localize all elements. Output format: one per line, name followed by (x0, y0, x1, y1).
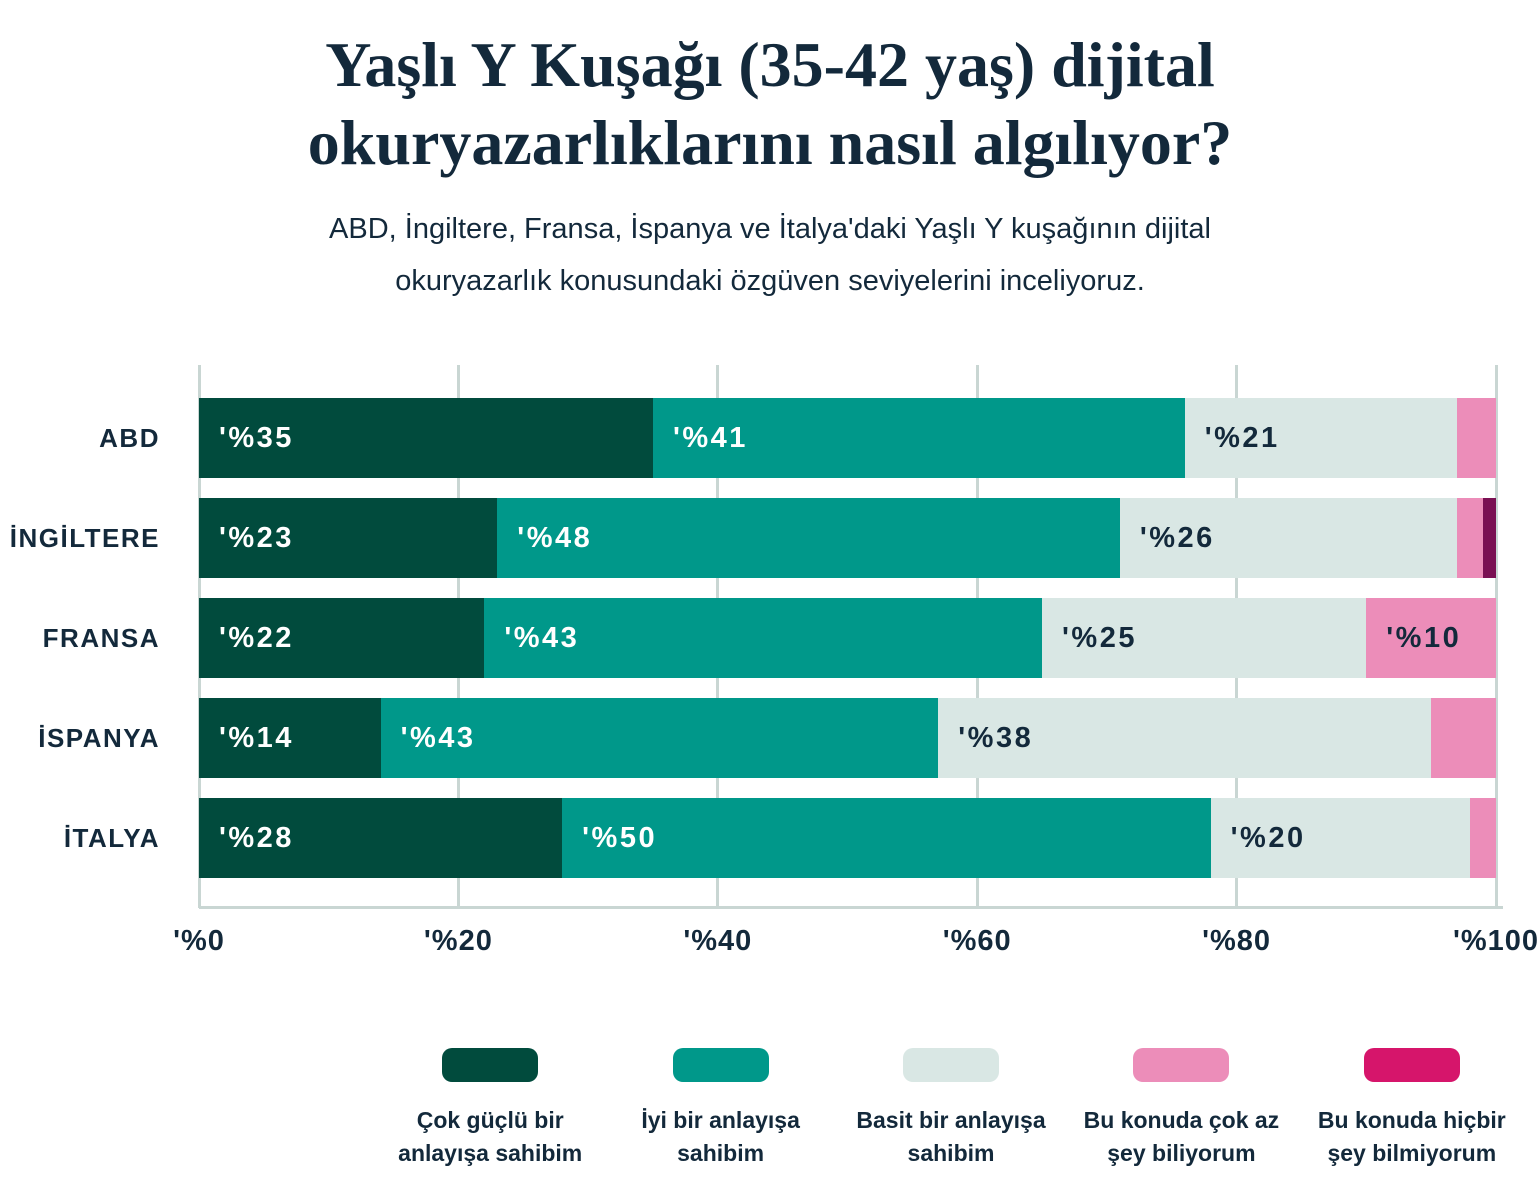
bar-value-label: '%41 (672, 421, 748, 454)
country-label: İSPANYA (38, 722, 160, 753)
bar-value-label: '%35 (219, 421, 294, 454)
bar-segment: '%14 (199, 698, 381, 778)
legend-swatch (442, 1048, 539, 1082)
bar-segment: '%23 (199, 498, 498, 578)
page-subtitle: ABD, İngiltere, Fransa, İspanya ve İtaly… (220, 204, 1320, 307)
bar-row-3: FRANSA '%22 '%43 '%25 '%10 (0, 598, 1540, 678)
legend-label-line: İyi bir anlayışa (641, 1107, 800, 1133)
stacked-bar: '%14 '%43 '%38 (199, 698, 1496, 778)
country-label: İTALYA (63, 822, 160, 853)
stacked-bar-chart: ABD '%35 '%41 '%21 İNGİLTERE '%23 '%48 '%26 FRAN… (0, 365, 1540, 909)
legend-item-5: Bu konuda hiçbir şey bilmiyorum (1297, 1048, 1527, 1171)
bar-segment (1457, 498, 1483, 578)
gridline-100 (1494, 365, 1498, 908)
bar-segment: '%41 (652, 398, 1185, 478)
legend-swatch (903, 1048, 1000, 1082)
legend-swatch (1133, 1048, 1230, 1082)
bar-value-label: '%23 (219, 521, 294, 554)
stacked-bar: '%22 '%43 '%25 '%10 (199, 598, 1496, 678)
bar-value-label: '%48 (517, 521, 593, 554)
bar-value-label: '%14 (219, 721, 294, 754)
legend-label-line: Bu konuda hiçbir (1317, 1107, 1506, 1133)
legend-label: Bu konuda hiçbir şey bilmiyorum (1318, 1104, 1506, 1171)
page-subtitle-line-2: okuryazarlık konusundaki özgüven seviyel… (395, 264, 1145, 297)
legend-swatch (1363, 1048, 1460, 1082)
bar-value-label: '%28 (219, 821, 294, 854)
stacked-bar: '%23 '%48 '%26 (199, 498, 1496, 578)
bar-row-1: ABD '%35 '%41 '%21 (0, 398, 1540, 478)
bar-value-label: '%50 (582, 821, 658, 854)
bar-segment (1457, 398, 1496, 478)
legend-item-2: İyi bir anlayışa sahibim (605, 1048, 835, 1171)
bar-segment: '%43 (380, 698, 939, 778)
x-tick-label: '%0 (173, 925, 225, 957)
legend-label-line: sahibim (907, 1140, 995, 1167)
legend-item-3: Basit bir anlayışa sahibim (836, 1048, 1066, 1171)
x-tick-label: '%60 (942, 925, 1012, 957)
bar-row-5: İTALYA '%28 '%50 '%20 (0, 798, 1540, 878)
bar-value-label: '%25 (1062, 621, 1137, 654)
x-tick-label: '%40 (683, 925, 753, 957)
page-subtitle-line-1: ABD, İngiltere, Fransa, İspanya ve İtaly… (329, 213, 1211, 246)
legend-label: İyi bir anlayışa sahibim (641, 1104, 800, 1171)
bar-value-label: '%21 (1204, 421, 1280, 454)
bar-segment: '%50 (562, 798, 1211, 878)
bar-segment: '%26 (1119, 498, 1458, 578)
legend-label-line: Bu konuda çok az (1083, 1107, 1280, 1133)
bar-segment: '%25 (1042, 598, 1367, 678)
page-title-line-1: Yaşlı Y Kuşağı (35-42 yaş) dijital (325, 29, 1215, 100)
bar-segment: '%22 (199, 598, 485, 678)
legend-label-line: Basit bir anlayışa (856, 1107, 1046, 1133)
page-title-line-2: okuryazarlıklarını nasıl algılıyor? (307, 107, 1233, 179)
bar-segment: '%28 (199, 798, 563, 878)
country-label: İNGİLTERE (9, 522, 160, 553)
bar-segment: '%35 (199, 398, 653, 478)
legend-label: Bu konuda çok az şey biliyorum (1084, 1104, 1280, 1171)
country-label: FRANSA (42, 622, 160, 653)
bar-segment (1483, 498, 1496, 578)
x-tick-label: '%80 (1202, 925, 1272, 957)
bar-segment: '%21 (1184, 398, 1458, 478)
bar-value-label: '%20 (1230, 821, 1306, 854)
legend-item-4: Bu konuda çok az şey biliyorum (1066, 1048, 1296, 1171)
bar-value-label: '%10 (1386, 621, 1462, 654)
chart-legend: Çok güçlü bir anlayışa sahibim İyi bir anl… (375, 1048, 1527, 1171)
x-tick-label: '%20 (423, 925, 493, 957)
bar-value-label: '%43 (400, 721, 476, 754)
bar-value-label: '%38 (958, 721, 1034, 754)
legend-label-line: Çok güçlü bir (416, 1107, 564, 1133)
stacked-bar: '%35 '%41 '%21 (199, 398, 1496, 478)
legend-label-line: şey biliyorum (1107, 1140, 1256, 1167)
bar-row-4: İSPANYA '%14 '%43 '%38 (0, 698, 1540, 778)
legend-label-line: şey bilmiyorum (1327, 1140, 1497, 1167)
legend-label: Basit bir anlayışa sahibim (856, 1104, 1045, 1171)
legend-label-line: anlayışa sahibim (398, 1140, 583, 1167)
legend-item-1: Çok güçlü bir anlayışa sahibim (375, 1048, 605, 1171)
bar-segment (1431, 698, 1496, 778)
bar-segment: '%10 (1366, 598, 1496, 678)
page-title: Yaşlı Y Kuşağı (35-42 yaş) dijital okury… (150, 26, 1390, 182)
bar-segment: '%20 (1210, 798, 1471, 878)
bar-segment: '%48 (497, 498, 1120, 578)
legend-label: Çok güçlü bir anlayışa sahibim (398, 1104, 582, 1171)
x-tick-label: '%100 (1452, 925, 1540, 957)
stacked-bar: '%28 '%50 '%20 (199, 798, 1496, 878)
x-axis-line (199, 906, 1503, 909)
bar-segment: '%38 (938, 698, 1432, 778)
country-label: ABD (99, 422, 160, 453)
bar-row-2: İNGİLTERE '%23 '%48 '%26 (0, 498, 1540, 578)
bar-segment (1470, 798, 1496, 878)
bar-value-label: '%43 (504, 621, 580, 654)
bar-segment: '%43 (484, 598, 1043, 678)
legend-swatch (672, 1048, 769, 1082)
bar-value-label: '%26 (1139, 521, 1215, 554)
bar-value-label: '%22 (219, 621, 294, 654)
legend-label-line: sahibim (677, 1140, 765, 1167)
